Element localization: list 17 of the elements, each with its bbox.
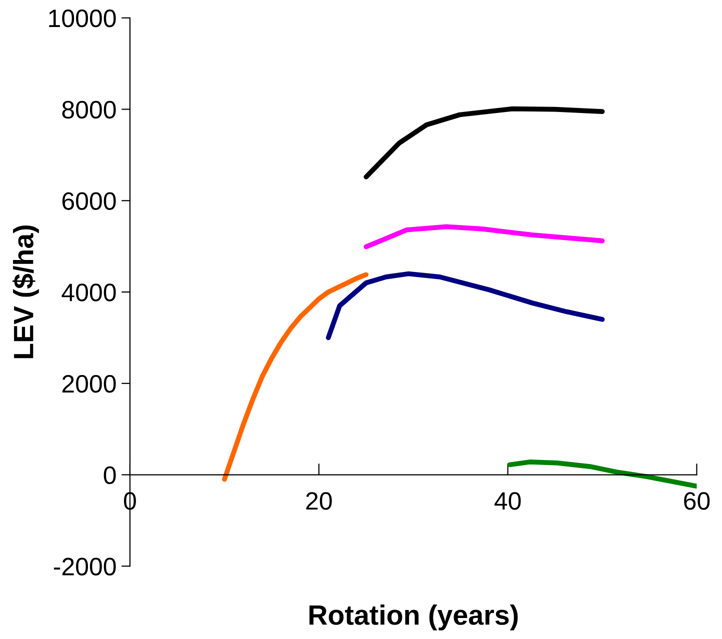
- line-series: [364, 224, 605, 250]
- y-tick-label: 4000: [62, 284, 116, 302]
- line-series: [222, 272, 369, 482]
- line-series: [507, 460, 697, 489]
- x-tick-label: 60: [684, 492, 710, 510]
- line-series: [364, 106, 605, 180]
- y-tick-label: 0: [104, 466, 116, 484]
- y-tick-label: 6000: [62, 192, 116, 210]
- y-tick-label: -2000: [54, 558, 116, 576]
- x-tick-label: 40: [494, 492, 521, 510]
- x-axis-title: Rotation (years): [309, 604, 518, 630]
- y-axis-title: LEV ($/ha): [12, 225, 39, 358]
- x-tick-label: 20: [306, 492, 332, 510]
- y-tick-label: 2000: [62, 375, 116, 393]
- line-series: [326, 271, 605, 340]
- y-tick-label: 8000: [62, 100, 116, 119]
- y-tick-label: 10000: [49, 9, 116, 28]
